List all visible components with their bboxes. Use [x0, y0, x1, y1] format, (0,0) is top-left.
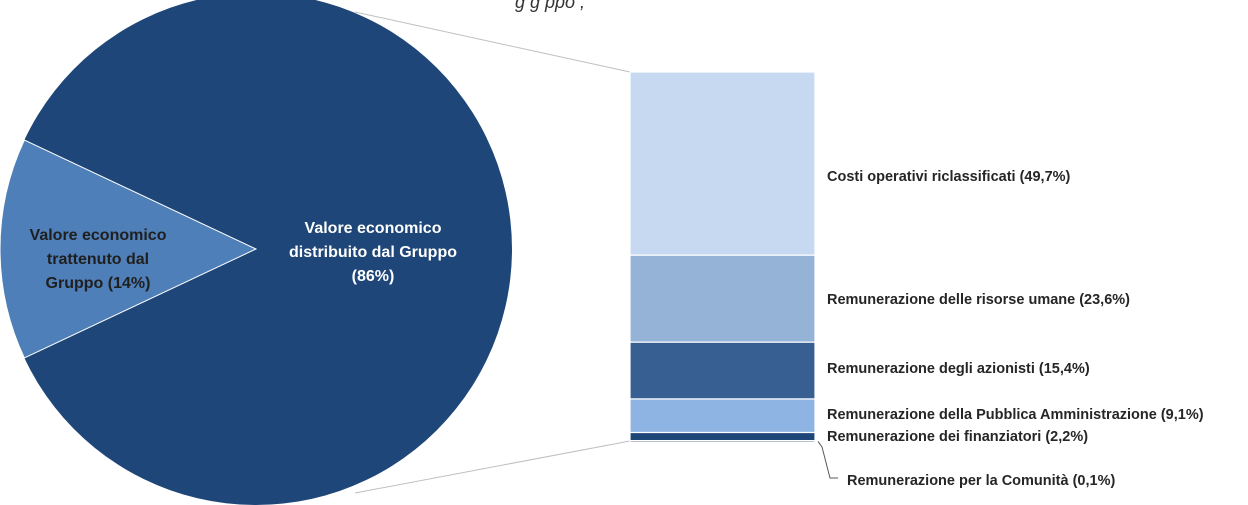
bar-label-remunerazione-degli-azionisti: Remunerazione degli azionisti (15,4%) [827, 361, 1090, 377]
bar-segment-remunerazione-degli-azionisti [629, 341, 816, 400]
bar-label-remunerazione-dei-finanziatori: Remunerazione dei finanziatori (2,2%) [827, 429, 1088, 445]
connector-top [354, 11, 631, 73]
bar-segment-costi-operativi-riclassificati [629, 71, 816, 256]
pie-label-trattenuto: Valore economico trattenuto dal Gruppo (14… [30, 227, 167, 292]
pie-slice-distribuito [24, 0, 512, 505]
bar-label-remunerazione-delle-risorse-umane: Remunerazione delle risorse umane (23,6%… [827, 292, 1130, 308]
leader-line-comunita [817, 441, 838, 479]
bar-label-costi-operativi-riclassificati: Costi operativi riclassificati (49,7%) [827, 169, 1071, 185]
bar-segment-remunerazione-dei-finanziatori [629, 431, 816, 442]
pie-label-distribuito: Valore economico distribuito dal Gruppo (8… [289, 220, 457, 285]
pie-to-bar-connectors [354, 11, 631, 494]
pie-slice-trattenuto [0, 139, 258, 359]
bar-segment-remunerazione-della-pubblica-amministrazione [629, 398, 816, 434]
pie-chart: Valore economico distribuito dal Gruppo (8… [0, 0, 512, 505]
bar-label-remunerazione-della-pubblica-amministrazione: Remunerazione della Pubblica Amministraz… [827, 407, 1204, 423]
bar-label-remunerazione-per-la-comunita: Remunerazione per la Comunità (0,1%) [847, 473, 1115, 489]
bar-segment-remunerazione-delle-risorse-umane [629, 254, 816, 343]
bar-segment-remunerazione-per-la-comunita [629, 440, 816, 443]
breakdown-labels: Costi operativi riclassificati (49,7%) Re… [817, 169, 1204, 489]
connector-bottom [354, 440, 631, 494]
breakdown-bar [629, 71, 816, 443]
chart-title-fragment: g g ppo , [515, 0, 585, 12]
